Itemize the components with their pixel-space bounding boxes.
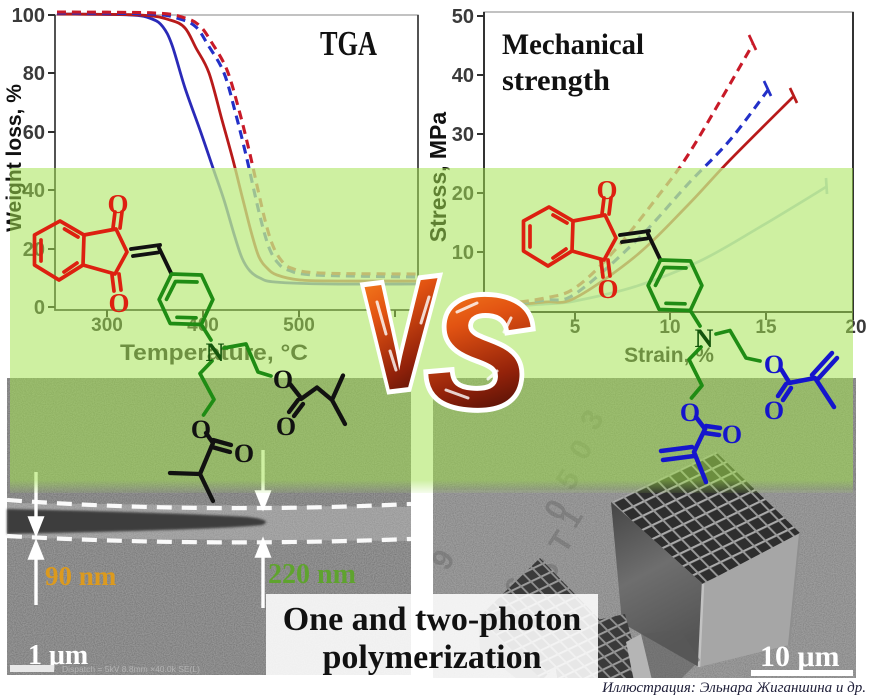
svg-text:O: O	[273, 365, 293, 394]
svg-text:220 nm: 220 nm	[268, 559, 356, 590]
svg-text:strength: strength	[502, 64, 610, 97]
svg-text:N: N	[695, 324, 714, 353]
svg-text:N: N	[206, 338, 225, 367]
svg-text:10 μm: 10 μm	[760, 640, 840, 673]
svg-text:TGA: TGA	[320, 24, 378, 63]
svg-text:O: O	[596, 175, 617, 205]
svg-text:90 nm: 90 nm	[45, 561, 117, 591]
svg-text:30: 30	[452, 124, 474, 146]
svg-text:One and two-photon: One and two-photon	[283, 601, 582, 638]
svg-text:60: 60	[23, 122, 45, 144]
svg-text:40: 40	[452, 65, 474, 87]
svg-text:O: O	[597, 274, 618, 304]
svg-text:O: O	[234, 439, 254, 468]
svg-text:Mechanical: Mechanical	[502, 28, 644, 61]
svg-text:O: O	[107, 189, 128, 219]
svg-text:O: O	[680, 398, 700, 427]
svg-text:Dispatch = 5kV 8.8mm ×40.0k SE: Dispatch = 5kV 8.8mm ×40.0k SE(L)	[62, 664, 200, 674]
svg-text:S: S	[421, 260, 537, 445]
svg-text:O: O	[276, 412, 296, 441]
svg-text:O: O	[764, 396, 784, 425]
svg-text:Иллюстрация: Эльнара Жиганшина: Иллюстрация: Эльнара Жиганшина и др.	[601, 680, 866, 696]
svg-text:O: O	[764, 350, 784, 379]
svg-text:polymerization: polymerization	[322, 639, 541, 676]
svg-text:O: O	[108, 288, 129, 318]
svg-text:80: 80	[23, 63, 45, 85]
svg-text:50: 50	[452, 6, 474, 28]
svg-text:100: 100	[12, 5, 45, 27]
svg-text:O: O	[722, 420, 742, 449]
